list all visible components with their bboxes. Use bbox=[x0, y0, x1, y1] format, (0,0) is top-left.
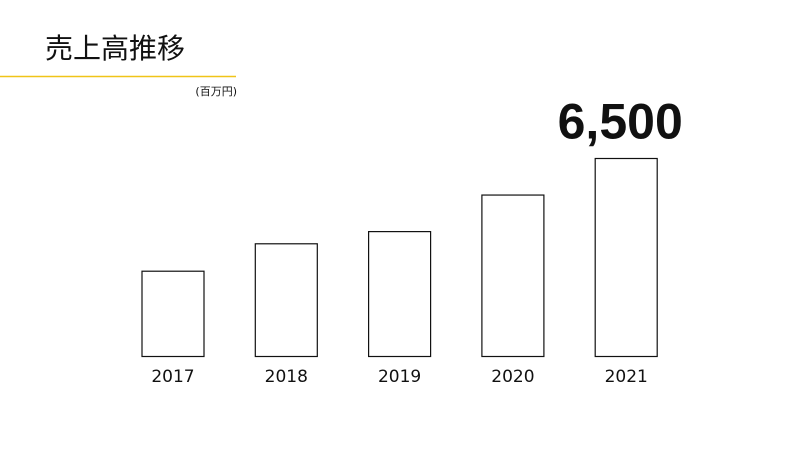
x-tick-label: 2021 bbox=[605, 367, 648, 387]
bar bbox=[141, 270, 205, 358]
bar bbox=[368, 231, 432, 358]
bar bbox=[594, 157, 658, 358]
bar bbox=[481, 194, 545, 358]
value-label: 6,500 bbox=[558, 94, 683, 150]
x-tick-label: 2019 bbox=[378, 367, 421, 387]
x-tick-label: 2018 bbox=[265, 367, 308, 387]
unit-label: (百万円) bbox=[195, 85, 237, 98]
chart-title: 売上高推移 bbox=[45, 32, 185, 65]
x-tick-label: 2017 bbox=[151, 367, 194, 387]
x-tick-label: 2020 bbox=[491, 367, 534, 387]
bar bbox=[254, 243, 318, 358]
